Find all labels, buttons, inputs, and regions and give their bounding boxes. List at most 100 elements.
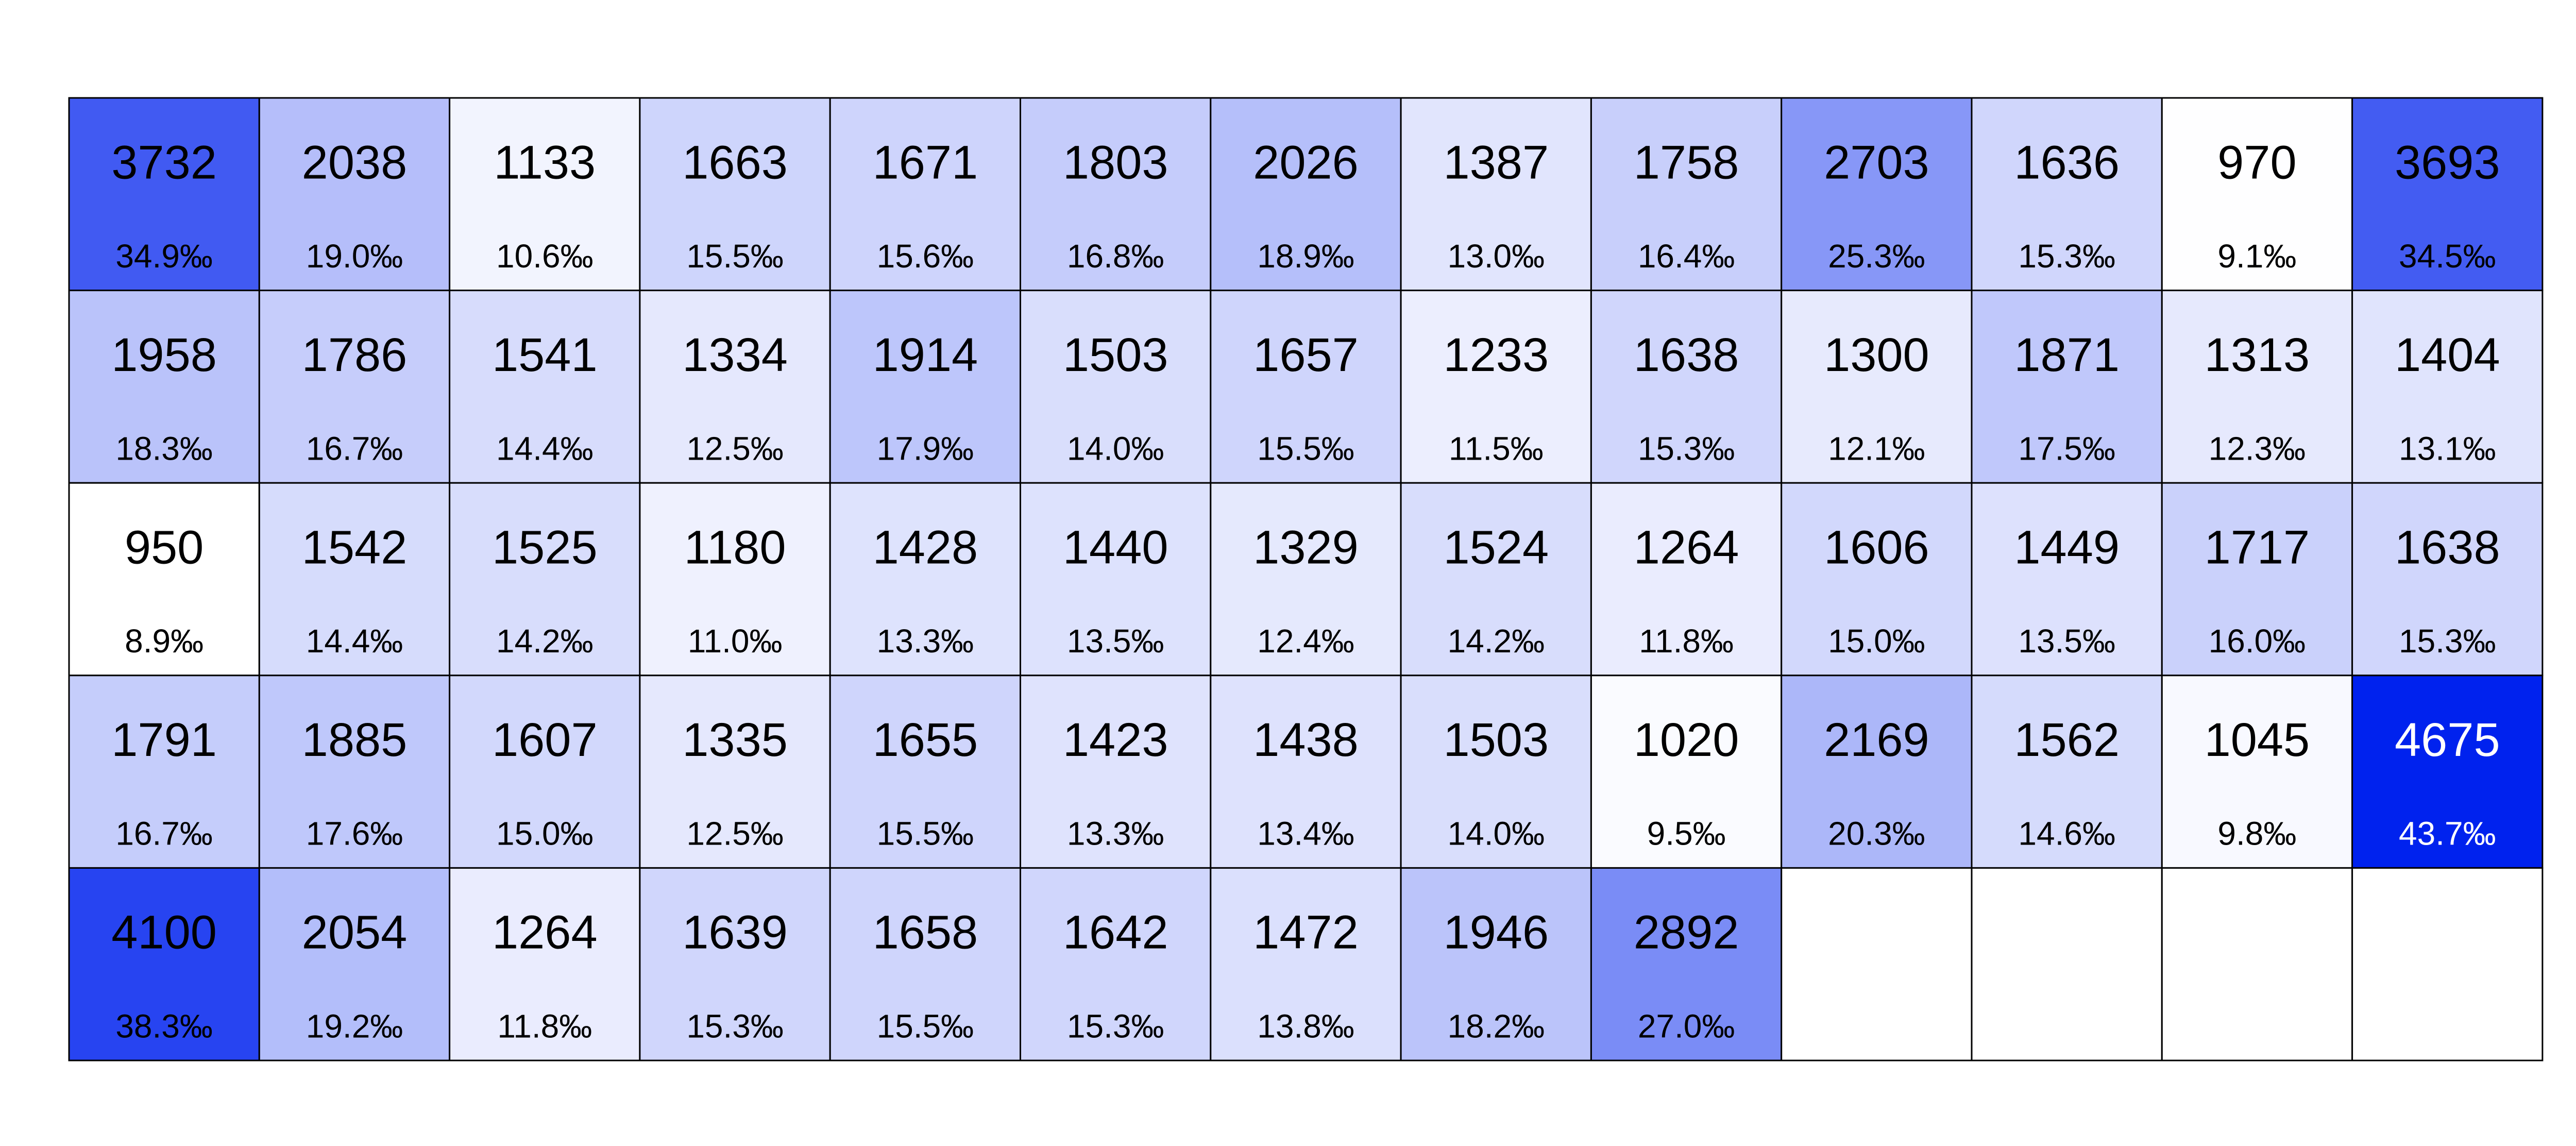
heatmap-cell-rect	[829, 290, 1021, 484]
heatmap-cell: 1758 16.4‰	[1590, 97, 1783, 292]
cell-permille-label: 25.3‰	[1828, 238, 1925, 275]
heatmap-cell: 1638 15.3‰	[1590, 290, 1783, 484]
heatmap-cell-rect	[1971, 675, 2163, 869]
heatmap-cell: 1020 9.5‰	[1590, 675, 1783, 869]
cell-permille-label: 27.0‰	[1638, 1007, 1735, 1044]
heatmap-cell-rect	[829, 482, 1021, 677]
cell-permille-label: 13.5‰	[2018, 622, 2115, 660]
heatmap-cell: 1958 18.3‰	[68, 290, 260, 484]
heatmap-cell: 1655 15.5‰	[829, 675, 1021, 869]
cell-permille-label: 17.6‰	[306, 815, 403, 852]
heatmap-empty-cell	[1781, 867, 1973, 1061]
cell-value-label: 1639	[682, 906, 788, 959]
heatmap-cell-rect	[1781, 675, 1973, 869]
heatmap-cell-rect	[258, 482, 451, 677]
heatmap-cell: 1658 15.5‰	[829, 867, 1021, 1061]
cell-value-label: 2054	[302, 906, 408, 959]
heatmap-cell: 3693 34.5‰	[2351, 97, 2544, 292]
heatmap-cell: 1606 15.0‰	[1781, 482, 1973, 677]
heatmap-cell-rect	[1400, 290, 1592, 484]
cell-permille-label: 15.3‰	[2018, 238, 2115, 275]
cell-value-label: 1638	[1634, 329, 1739, 381]
heatmap-cell-rect	[1971, 482, 2163, 677]
heatmap-cell-rect	[1781, 97, 1973, 292]
heatmap-cell-rect	[2161, 97, 2353, 292]
heatmap-cell	[1971, 867, 2163, 1061]
cell-value-label: 1329	[1253, 521, 1359, 574]
heatmap-cell: 1472 13.8‰	[1210, 867, 1402, 1061]
heatmap-cell-rect	[2161, 290, 2353, 484]
cell-permille-label: 15.5‰	[686, 238, 784, 275]
heatmap-cell: 1233 11.5‰	[1400, 290, 1592, 484]
cell-value-label: 1562	[2014, 714, 2120, 766]
cell-value-label: 1300	[1824, 329, 1929, 381]
cell-value-label: 1045	[2205, 714, 2310, 766]
heatmap-cell: 1440 13.5‰	[1020, 482, 1212, 677]
heatmap-cell: 1329 12.4‰	[1210, 482, 1402, 677]
heatmap-cell: 1946 18.2‰	[1400, 867, 1592, 1061]
heatmap-cell: 1791 16.7‰	[68, 675, 260, 869]
cell-permille-label: 17.9‰	[877, 430, 974, 467]
cell-permille-label: 11.8‰	[1639, 622, 1734, 660]
heatmap-cell-rect	[1210, 675, 1402, 869]
heatmap-cell	[1781, 867, 1973, 1061]
cell-value-label: 1636	[2014, 136, 2120, 189]
heatmap-cell: 1657 15.5‰	[1210, 290, 1402, 484]
cell-value-label: 1663	[682, 136, 788, 189]
heatmap-cell: 1525 14.2‰	[449, 482, 641, 677]
cell-permille-label: 14.2‰	[1448, 622, 1545, 660]
heatmap-cell: 1503 14.0‰	[1020, 290, 1212, 484]
heatmap-cell: 1264 11.8‰	[449, 867, 641, 1061]
cell-value-label: 1606	[1824, 521, 1929, 574]
heatmap-cell: 1334 12.5‰	[639, 290, 831, 484]
heatmap-cell: 1885 17.6‰	[258, 675, 451, 869]
heatmap-cell: 2038 19.0‰	[258, 97, 451, 292]
cell-value-label: 1387	[1443, 136, 1549, 189]
cell-permille-label: 8.9‰	[125, 622, 204, 660]
heatmap-cell: 1313 12.3‰	[2161, 290, 2353, 484]
cell-permille-label: 13.3‰	[1067, 815, 1164, 852]
cell-value-label: 1658	[873, 906, 978, 959]
heatmap-cell: 1871 17.5‰	[1971, 290, 2163, 484]
heatmap-cell-rect	[1400, 675, 1592, 869]
heatmap-cell: 4675 43.7‰	[2351, 675, 2544, 869]
cell-permille-label: 15.0‰	[1828, 622, 1925, 660]
cell-permille-label: 14.0‰	[1067, 430, 1164, 467]
heatmap-cell: 1671 15.6‰	[829, 97, 1021, 292]
heatmap-cell-rect	[1020, 675, 1212, 869]
cell-permille-label: 14.6‰	[2018, 815, 2115, 852]
heatmap-cell-rect	[449, 290, 641, 484]
heatmap-cell-rect	[68, 867, 260, 1061]
heatmap-cell: 1642 15.3‰	[1020, 867, 1212, 1061]
heatmap-cell-rect	[639, 290, 831, 484]
heatmap-cell-rect	[1590, 290, 1783, 484]
cell-value-label: 1541	[492, 329, 598, 381]
heatmap-cell: 2703 25.3‰	[1781, 97, 1973, 292]
cell-permille-label: 14.4‰	[496, 430, 594, 467]
cell-value-label: 3732	[111, 136, 217, 189]
heatmap-cell-rect	[449, 482, 641, 677]
heatmap-cell: 1438 13.4‰	[1210, 675, 1402, 869]
cell-permille-label: 16.4‰	[1638, 238, 1735, 275]
cell-value-label: 1638	[2395, 521, 2500, 574]
heatmap-cell-rect	[1400, 97, 1592, 292]
heatmap-cell: 1717 16.0‰	[2161, 482, 2353, 677]
heatmap-cell: 1428 13.3‰	[829, 482, 1021, 677]
cell-value-label: 2892	[1634, 906, 1739, 959]
heatmap-cell: 3732 34.9‰	[68, 97, 260, 292]
heatmap-cell: 1663 15.5‰	[639, 97, 831, 292]
heatmap-cell-rect	[1590, 867, 1783, 1061]
heatmap-cell: 1542 14.4‰	[258, 482, 451, 677]
cell-value-label: 1524	[1443, 521, 1549, 574]
cell-value-label: 1404	[2395, 329, 2500, 381]
cell-permille-label: 38.3‰	[115, 1007, 213, 1044]
cell-value-label: 1655	[873, 714, 978, 766]
cell-value-label: 1233	[1443, 329, 1549, 381]
cell-permille-label: 10.6‰	[496, 238, 594, 275]
cell-value-label: 1758	[1634, 136, 1739, 189]
cell-permille-label: 13.5‰	[1067, 622, 1164, 660]
cell-value-label: 1020	[1634, 714, 1739, 766]
heatmap-cell: 1541 14.4‰	[449, 290, 641, 484]
cell-permille-label: 11.8‰	[497, 1007, 592, 1044]
